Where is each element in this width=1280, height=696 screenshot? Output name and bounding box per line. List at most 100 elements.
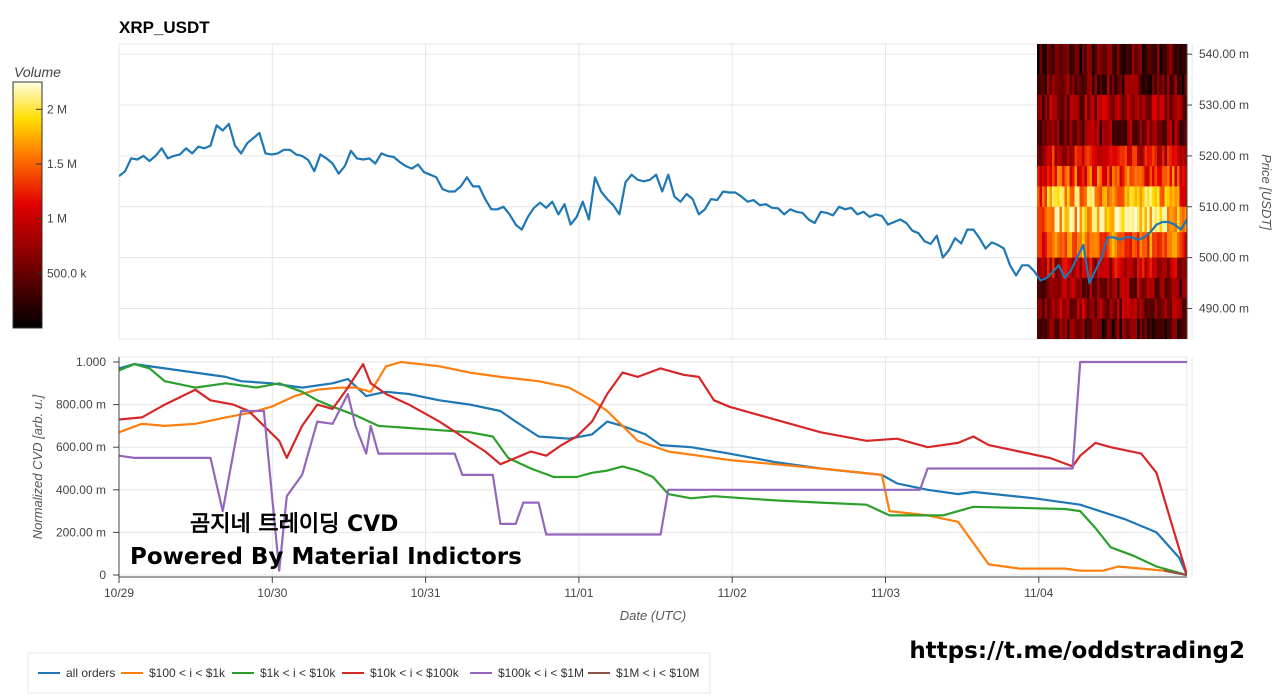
heatmap-cell (1174, 298, 1178, 320)
heatmap-cell (1047, 186, 1050, 208)
watermark-line-2: Powered By Material Indictors (130, 544, 522, 570)
heatmap-cell (1179, 257, 1183, 279)
legend-item[interactable]: all orders (38, 666, 115, 680)
heatmap-cell (1052, 44, 1055, 75)
heatmap-cell (1099, 166, 1103, 187)
heatmap-cell (1179, 120, 1183, 147)
heatmap-cell (1179, 94, 1183, 121)
heatmap-cell (1142, 74, 1145, 96)
heatmap-cell (1052, 298, 1055, 320)
telegram-link[interactable]: https://t.me/oddstrading2 (909, 638, 1245, 664)
heatmap-cell (1059, 44, 1063, 75)
heatmap-cell (1102, 232, 1105, 259)
heatmap-cell (1124, 145, 1128, 167)
heatmap-cell (1147, 44, 1150, 75)
heatmap-cell (1042, 44, 1045, 75)
heatmap-cell (1074, 318, 1078, 339)
heatmap-cell (1182, 318, 1185, 339)
colorbar (12, 81, 43, 329)
heatmap-cell (1069, 74, 1073, 96)
legend-item[interactable]: $1k < i < $10k (232, 666, 336, 680)
heatmap-cell (1117, 318, 1120, 339)
legend-item[interactable]: $1M < i < $10M (588, 666, 699, 680)
heatmap-cell (1067, 44, 1070, 75)
heatmap-cell (1057, 298, 1060, 320)
heatmap-cell (1112, 94, 1115, 121)
heatmap-cell (1047, 277, 1050, 299)
heatmap-cell (1152, 74, 1155, 96)
heatmap-cell (1049, 318, 1053, 339)
heatmap-cell (1117, 145, 1120, 167)
heatmap-cell (1079, 298, 1083, 320)
heatmap-cell (1039, 74, 1043, 96)
heatmap-cell (1047, 257, 1050, 279)
legend-label: $1M < i < $10M (616, 666, 699, 680)
heatmap-cell (1079, 166, 1083, 187)
heatmap-cell (1077, 120, 1080, 147)
heatmap-cell (1059, 232, 1063, 259)
heatmap-cell (1184, 44, 1187, 75)
heatmap-cell (1144, 44, 1148, 75)
price-tick-label: 510.00 m (1199, 200, 1249, 214)
heatmap-cell (1147, 166, 1150, 187)
heatmap-cell (1037, 74, 1040, 96)
x-tick-label: 10/30 (257, 586, 287, 600)
heatmap-cell (1114, 206, 1118, 233)
heatmap-cell (1169, 232, 1173, 259)
heatmap-cell (1144, 318, 1148, 339)
heatmap-cell (1132, 44, 1135, 75)
legend-item[interactable]: $100 < i < $1k (121, 666, 226, 680)
heatmap-cell (1094, 318, 1098, 339)
heatmap-cell (1164, 166, 1168, 187)
heatmap-cell (1097, 145, 1100, 167)
heatmap-cell (1102, 277, 1105, 299)
heatmap-cell (1069, 232, 1073, 259)
heatmap-cell (1084, 277, 1088, 299)
heatmap-cell (1104, 318, 1108, 339)
price-y-ticks: 490.00 m 500.00 m 510.00 m 520.00 m 530.00 m… (1187, 47, 1249, 315)
heatmap-cell (1154, 318, 1158, 339)
heatmap-cell (1169, 94, 1173, 121)
heatmap-cell (1049, 186, 1053, 208)
heatmap-cell (1167, 44, 1170, 75)
heatmap-cell (1157, 94, 1160, 121)
heatmap-cell (1107, 318, 1110, 339)
heatmap-cell (1122, 94, 1125, 121)
cvd-tick-label: 1.000 (76, 355, 106, 369)
heatmap-cell (1074, 257, 1078, 279)
x-tick-label: 11/03 (871, 586, 900, 600)
heatmap-cell (1064, 44, 1068, 75)
heatmap-cell (1154, 94, 1158, 121)
heatmap-cell (1137, 232, 1140, 259)
heatmap-cell (1124, 120, 1128, 147)
heatmap-cell (1037, 257, 1040, 279)
heatmap-cell (1169, 318, 1173, 339)
heatmap-cell (1157, 166, 1160, 187)
heatmap-cell (1092, 257, 1095, 279)
heatmap-cell (1127, 145, 1130, 167)
heatmap-cell (1154, 298, 1158, 320)
legend-item[interactable]: $10k < i < $100k (342, 666, 460, 680)
heatmap-cell (1142, 232, 1145, 259)
heatmap-cell (1149, 74, 1153, 96)
heatmap-cell (1039, 145, 1043, 167)
heatmap-cell (1152, 186, 1155, 208)
heatmap-cell (1052, 94, 1055, 121)
heatmap-cell (1134, 120, 1138, 147)
heatmap-cell (1109, 206, 1113, 233)
heatmap-cell (1067, 74, 1070, 96)
heatmap-cell (1184, 145, 1187, 167)
heatmap-cell (1037, 94, 1040, 121)
colorbar-title: Volume (14, 64, 61, 80)
heatmap-cell (1037, 232, 1040, 259)
heatmap-cell (1092, 166, 1095, 187)
heatmap-cell (1084, 206, 1088, 233)
heatmap-cell (1149, 44, 1153, 75)
legend-item[interactable]: $100k < i < $1M (470, 666, 584, 680)
heatmap-cell (1104, 298, 1108, 320)
heatmap-cell (1139, 120, 1143, 147)
heatmap-cell (1149, 206, 1153, 233)
heatmap-cell (1139, 166, 1143, 187)
heatmap-cell (1129, 74, 1133, 96)
heatmap-cell (1069, 44, 1073, 75)
